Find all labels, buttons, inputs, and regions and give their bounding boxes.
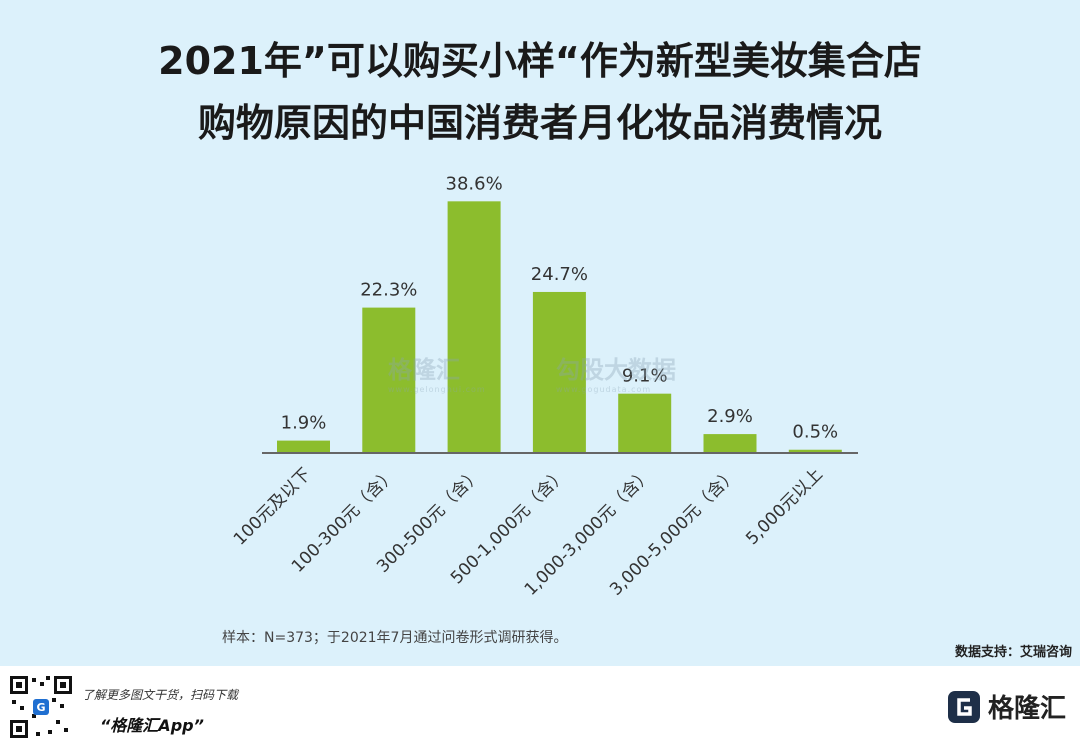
data-source: 数据支持：艾瑞咨询 (954, 645, 1072, 660)
bar-6 (703, 434, 757, 453)
gogudata-watermark: 勾股大数据 www.gogudata.com (556, 350, 676, 394)
x-tick-label-7: 5,000元以上 (742, 464, 827, 549)
watermark-brand2-url: www.gogudata.com (556, 385, 652, 394)
watermark-brand1: 格隆汇 (388, 356, 460, 384)
footer-banner: G 了解更多图文干货，扫码下载 “格隆汇App” 格隆汇 (0, 666, 1080, 746)
bar-value-label-6: 2.9% (707, 406, 753, 427)
bar-2 (362, 307, 416, 453)
gelonghui-watermark: 格隆汇 www.gelonghui.com (388, 350, 486, 394)
sample-note: 样本：N=373；于2021年7月通过问卷形式调研获得。 (222, 630, 568, 646)
chart-title-line2: 购物原因的中国消费者月化妆品消费情况 (197, 101, 882, 145)
bar-chart: 1.9%100元及以下22.3%100-300元（含）38.6%300-500元… (230, 173, 858, 600)
bar-3 (447, 201, 501, 453)
watermark-brand2: 勾股大数据 (556, 356, 676, 384)
watermark-brand1-url: www.gelonghui.com (388, 385, 486, 394)
gelonghui-logo-icon (947, 690, 980, 723)
brand-block: 格隆汇 (946, 688, 1066, 725)
bar-4 (532, 291, 586, 453)
brand-name: 格隆汇 (987, 694, 1066, 724)
bar-value-label-3: 38.6% (446, 173, 503, 194)
svg-text:G: G (36, 701, 45, 714)
bar-value-label-7: 0.5% (792, 422, 838, 443)
bar-7 (788, 449, 842, 453)
promo-app-name: “格隆汇App” (100, 716, 204, 735)
bar-value-label-1: 1.9% (281, 413, 327, 434)
bar-value-label-2: 22.3% (360, 280, 417, 301)
chart-title-line1: 2021年”可以购买小样“作为新型美妆集合店 (158, 39, 922, 83)
x-tick-label-1: 100元及以下 (230, 464, 315, 549)
bar-1 (277, 440, 330, 453)
bar-value-label-5: 9.1% (622, 366, 668, 387)
promo-text: 了解更多图文干货，扫码下载 (82, 688, 239, 702)
qr-code-icon[interactable]: G (8, 674, 74, 740)
bar-value-label-4: 24.7% (531, 264, 588, 285)
bar-5 (618, 393, 672, 453)
